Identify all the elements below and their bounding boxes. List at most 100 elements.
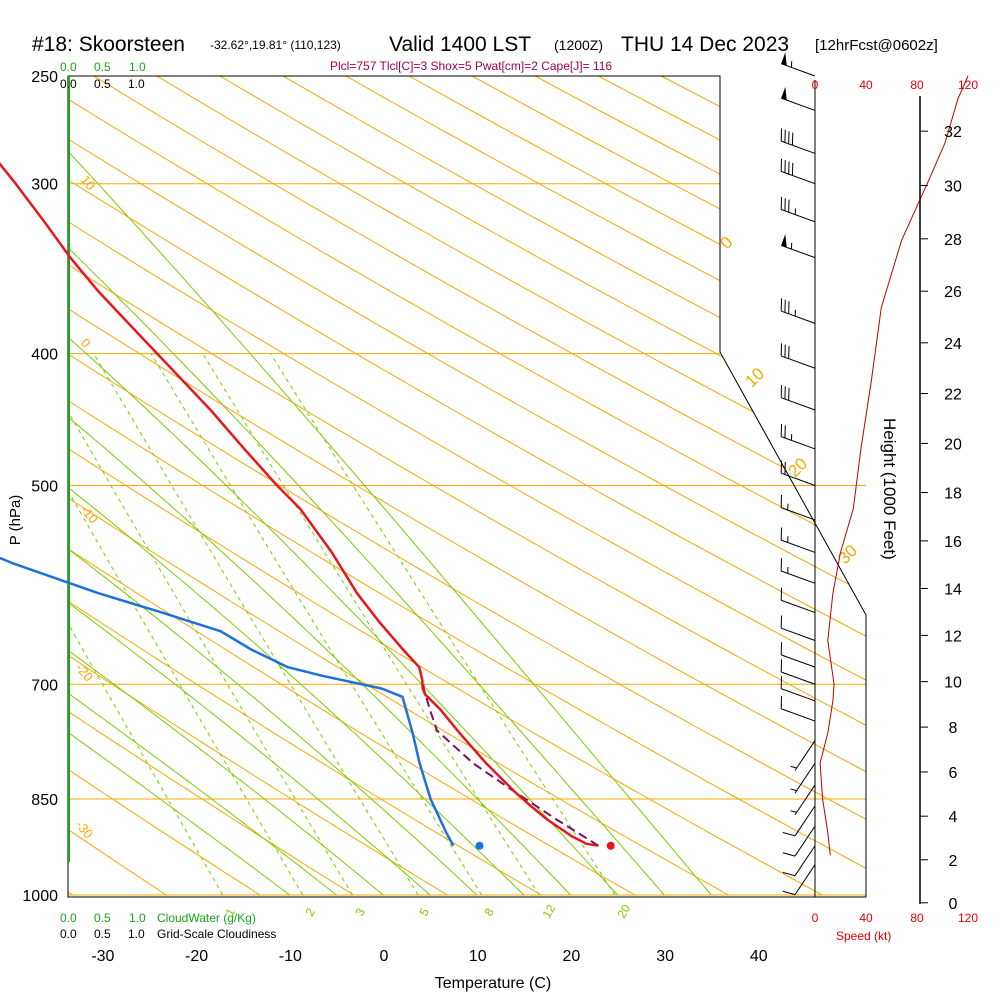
height-tick-label: 0: [949, 896, 958, 913]
barb-staff: [781, 688, 816, 702]
wind-barb: [780, 675, 816, 702]
mixing-ratio-label: 2: [302, 905, 318, 918]
pressure-tick-label: 700: [31, 677, 58, 694]
dry-adiabat: [68, 76, 866, 896]
speed-tick-label: 0: [812, 911, 819, 925]
barb-flag: [782, 852, 796, 857]
barb-staff: [794, 762, 816, 794]
pressure-tick-label: 300: [31, 177, 58, 194]
height-tick-label: 26: [944, 284, 962, 301]
wind-barb: [780, 558, 816, 584]
temperature-tick-label: -30: [91, 948, 114, 965]
dry-adiabat: [68, 76, 636, 896]
cloud-water-scale-bottom: 0.0 0.5 1.0 CloudWater (g/Kg) 0.0 0.5 1.…: [60, 911, 276, 941]
temperature-tick-label: 20: [563, 948, 581, 965]
wind-barb: [782, 864, 816, 896]
speed-tick-label: 80: [910, 78, 924, 92]
speed-axis-title: Speed (kt): [836, 929, 891, 943]
barb-staff: [794, 740, 816, 771]
moist-adiabat: [68, 76, 618, 896]
barb-flag: [782, 832, 796, 837]
surface-temperature-dot: [606, 841, 615, 850]
wind-barb: [790, 784, 816, 816]
mixing-ratio-line: [202, 353, 540, 896]
wind-barb: [780, 642, 816, 668]
barb-staff: [781, 209, 816, 223]
speed-tick-label: 40: [859, 78, 873, 92]
isobar-lines: [68, 75, 866, 896]
dry-adiabat: [68, 76, 866, 896]
barb-staff: [781, 170, 816, 185]
forecast-date: THU 14 Dec 2023: [621, 33, 789, 56]
adiabat-label: -30: [73, 817, 97, 841]
dry-adiabat: [68, 76, 866, 896]
mixing-ratio-line: [68, 353, 353, 896]
dry-adiabat: [552, 76, 866, 896]
barb-staff: [781, 627, 816, 641]
dry-adiabat: [615, 76, 866, 896]
height-tick-label: 18: [944, 486, 962, 503]
dry-adiabat: [68, 76, 866, 896]
mixing-ratio-label: 12: [539, 902, 558, 921]
barb-staff: [794, 784, 816, 816]
forecast-info: [12hrFcst@0602z]: [815, 37, 938, 54]
barb-staff: [781, 397, 816, 411]
wind-barb: [780, 615, 816, 641]
wind-barb: [780, 587, 816, 614]
dry-adiabat: [68, 76, 866, 896]
pressure-tick-label: 1000: [22, 888, 58, 905]
speed-tick-label: 120: [958, 911, 978, 925]
barb-staff: [781, 140, 816, 154]
barb-pennant: [781, 86, 787, 101]
cloud-scale-tick: 1.0: [129, 60, 146, 74]
cloudiness-scale-tick: 0.0: [60, 77, 77, 91]
height-tick-label: 16: [944, 534, 962, 551]
moist-adiabat: [68, 76, 384, 896]
wind-barb: [781, 52, 816, 77]
height-tick-label: 30: [944, 178, 962, 195]
barb-staff: [781, 654, 816, 668]
moist-adiabat: [68, 76, 712, 896]
dry-adiabat: [428, 76, 866, 896]
wind-barb: [780, 196, 816, 223]
speed-tick-label: 0: [812, 78, 819, 92]
wind-barb: [780, 696, 816, 722]
dry-adiabat: [68, 76, 866, 896]
dry-adiabat: [68, 76, 823, 896]
height-tick-label: 12: [944, 628, 962, 645]
height-tick-label: 24: [944, 336, 962, 353]
x-axis-title: Temperature (C): [435, 975, 551, 992]
wind-barb: [780, 494, 816, 521]
temperature-tick-label: 40: [750, 948, 768, 965]
dewpoint-line: [0, 556, 455, 847]
dry-adiabat: [68, 76, 866, 896]
wind-barb: [781, 86, 816, 111]
barb-flag: [782, 890, 796, 896]
plot-frame: [67, 75, 867, 898]
adiabat-label: 0: [716, 233, 736, 253]
dry-adiabat: [241, 76, 866, 896]
dry-adiabat: [68, 76, 729, 896]
isopleth-labels: 10 0 -10 -20 -30 0 10 20 30 1 2 3 5 8 12…: [73, 172, 862, 920]
station-title: #18: Skoorsteen: [32, 33, 185, 56]
dry-adiabat: [68, 76, 866, 896]
wind-barbs: [780, 52, 816, 896]
utc-time: (1200Z): [554, 37, 603, 53]
height-tick-label: 8: [949, 720, 958, 737]
sounding-profiles: [0, 162, 615, 850]
cloud-scale-tick: 0.0: [60, 911, 77, 925]
barb-staff: [781, 708, 816, 722]
adiabat-label: -20: [73, 660, 97, 684]
wind-barb: [780, 158, 816, 185]
wind-barb: [780, 385, 816, 411]
moist-adiabat: [68, 76, 525, 896]
cloud-water-scale-top: 0.0 0.5 1.0 0.0 0.5 1.0: [60, 60, 146, 91]
valid-time: Valid 1400 LST: [389, 33, 531, 56]
dry-adiabat: [116, 76, 866, 896]
pressure-tick-label: 850: [31, 792, 58, 809]
mixing-ratio-label: 8: [481, 905, 497, 918]
mixing-ratio-label: 20: [614, 902, 633, 921]
barb-staff: [781, 539, 816, 553]
barb-staff: [794, 864, 816, 895]
wind-barb: [780, 527, 816, 553]
